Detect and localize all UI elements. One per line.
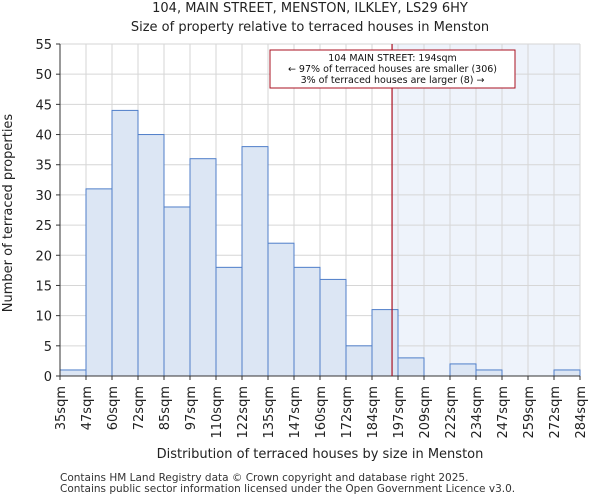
x-tick-label: 122sqm <box>236 386 251 439</box>
chart-title-line2: Size of property relative to terraced ho… <box>131 20 489 35</box>
x-tick-label: 247sqm <box>496 386 511 439</box>
bar-72sqm <box>137 134 165 377</box>
footer-line-2: Contains public sector information licen… <box>60 483 516 495</box>
x-tick-label: 284sqm <box>574 386 589 439</box>
bar-47sqm <box>85 188 113 377</box>
y-tick-label: 35 <box>35 159 52 174</box>
x-tick-label: 85sqm <box>158 386 173 430</box>
y-tick-label: 15 <box>35 279 52 294</box>
footer-line-1: Contains HM Land Registry data © Crown c… <box>60 472 469 484</box>
x-tick-label: 97sqm <box>184 386 199 430</box>
x-tick-label: 60sqm <box>106 386 121 430</box>
x-tick-label: 209sqm <box>418 386 433 439</box>
x-tick-label: 35sqm <box>54 386 69 430</box>
annotation-line-1: 104 MAIN STREET: 194sqm <box>328 53 457 64</box>
footer-attribution: Contains HM Land Registry data © Crown c… <box>60 473 515 495</box>
y-tick-label: 30 <box>35 189 52 204</box>
y-tick-label: 55 <box>35 38 52 53</box>
x-tick-label: 72sqm <box>132 386 147 430</box>
x-tick-label: 259sqm <box>522 386 537 439</box>
bar-97sqm <box>189 158 217 377</box>
bar-147sqm <box>293 266 321 377</box>
x-tick-label: 272sqm <box>548 386 563 439</box>
bar-122sqm <box>241 146 269 377</box>
x-tick-label: 172sqm <box>340 386 355 439</box>
y-tick-label: 25 <box>35 219 52 234</box>
annotation-box <box>269 49 516 89</box>
annotation-line-3: 3% of terraced houses are larger (8) → <box>301 75 485 86</box>
y-axis-label: Number of terraced properties <box>1 114 16 313</box>
x-tick-label: 147sqm <box>288 386 303 439</box>
x-tick-label: 110sqm <box>210 386 225 439</box>
bar-35sqm <box>59 369 87 377</box>
x-tick-label: 197sqm <box>392 386 407 439</box>
y-tick-label: 50 <box>35 68 52 83</box>
y-tick-label: 40 <box>35 129 52 144</box>
annotation-line-2: ← 97% of terraced houses are smaller (30… <box>288 64 497 75</box>
bar-160sqm <box>319 278 347 377</box>
bar-184sqm <box>371 309 399 377</box>
x-tick-label: 47sqm <box>80 386 95 430</box>
bar-272sqm <box>553 369 581 377</box>
y-tick-label: 10 <box>35 310 52 325</box>
y-tick-label: 20 <box>35 249 52 264</box>
x-tick-label: 184sqm <box>366 386 381 439</box>
y-tick-label: 5 <box>44 340 52 355</box>
x-tick-label: 234sqm <box>470 386 485 439</box>
highlight-region <box>392 44 580 376</box>
y-tick-label: 45 <box>35 98 52 113</box>
x-tick-label: 222sqm <box>444 386 459 439</box>
y-tick-label: 0 <box>44 370 52 385</box>
bar-222sqm <box>449 363 477 377</box>
chart-title-line1: 104, MAIN STREET, MENSTON, ILKLEY, LS29 … <box>152 1 468 16</box>
x-axis-label: Distribution of terraced houses by size … <box>157 447 484 462</box>
bar-234sqm <box>475 369 503 377</box>
bar-197sqm <box>397 357 425 377</box>
x-tick-label: 135sqm <box>262 386 277 439</box>
x-tick-label: 160sqm <box>314 386 329 439</box>
bar-172sqm <box>345 345 373 377</box>
bar-85sqm <box>163 206 191 377</box>
bar-135sqm <box>267 242 295 377</box>
bar-60sqm <box>111 109 139 377</box>
bar-110sqm <box>215 266 243 377</box>
